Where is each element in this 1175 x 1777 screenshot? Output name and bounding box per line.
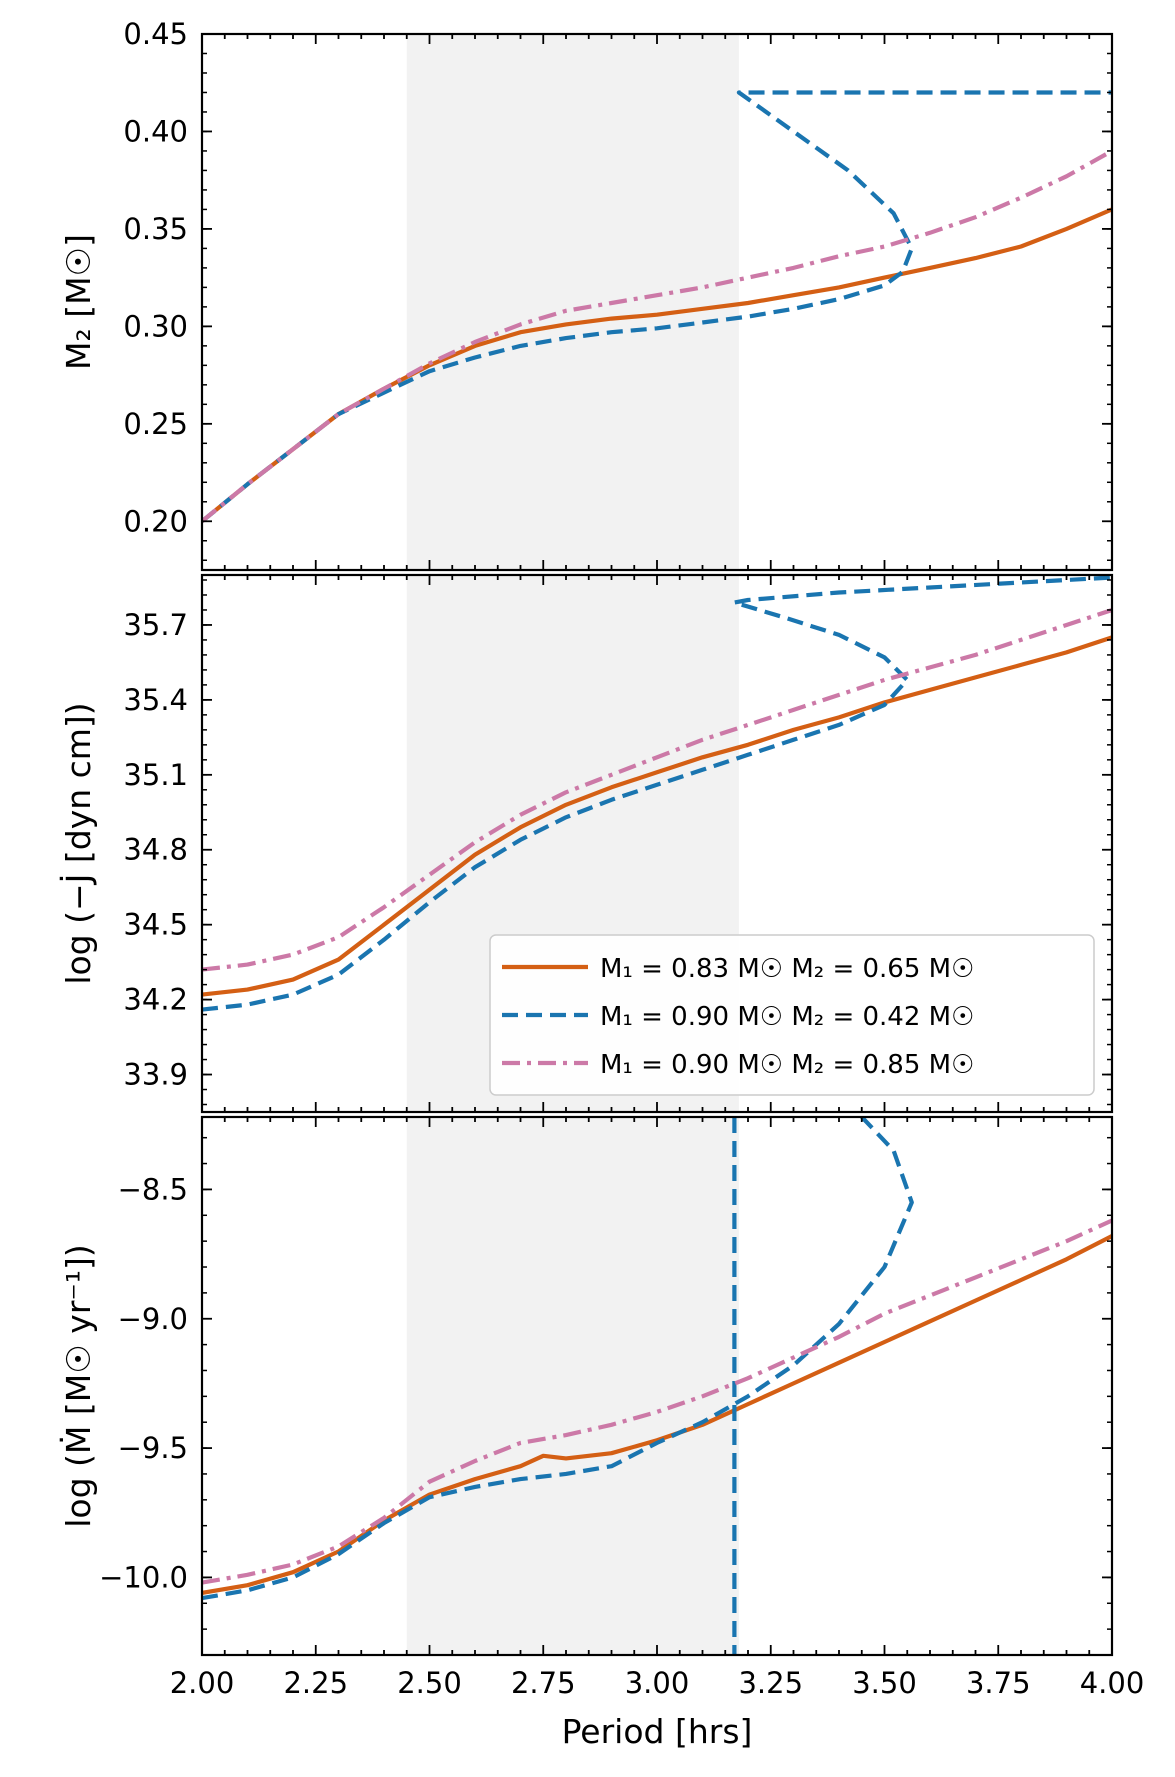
x-tick-label: 3.50 [852, 1666, 917, 1700]
y-tick-label: −9.0 [118, 1302, 188, 1336]
y-tick-label: 35.4 [123, 683, 188, 717]
series-line-solid [202, 1234, 1112, 1595]
y-tick-label: 0.45 [123, 17, 188, 51]
y-tick-label: 0.40 [123, 114, 188, 148]
panel-top: 0.20 0.25 0.30 0.35 0.40 0.45 M₂ [M☉] [59, 17, 1114, 572]
y-tick-label: 34.5 [123, 908, 188, 942]
x-tick-label: 3.25 [738, 1666, 803, 1700]
y-axis-label: log (Ṁ [M☉ yr⁻¹]) [59, 1244, 98, 1528]
y-tick-label: 33.9 [123, 1058, 188, 1092]
y-tick-label: −9.5 [118, 1431, 188, 1465]
panel-bottom: −10.0 −9.5 −9.0 −8.5 log (Ṁ [M☉ yr⁻¹]) 2.00 2.… [59, 1115, 1145, 1751]
x-tick-label: 3.00 [625, 1666, 690, 1700]
y-tick-label: 35.1 [123, 758, 188, 792]
x-tick-label: 2.75 [511, 1666, 576, 1700]
y-tick-label: 34.2 [123, 983, 188, 1017]
series-line-dashed [202, 1117, 914, 1601]
legend: M₁ = 0.83 M☉ M₂ = 0.65 M☉ M₁ = 0.90 M☉ M₂… [489, 934, 1095, 1096]
y-axis-label: M₂ [M☉] [59, 234, 98, 370]
x-tick-label: 2.25 [283, 1666, 348, 1700]
series-line-solid [202, 635, 1112, 997]
series-line-dashdot [202, 1218, 1112, 1585]
y-tick-label: −10.0 [99, 1560, 188, 1594]
x-tick-label: 4.00 [1080, 1666, 1145, 1700]
series-line-dashdot [202, 608, 1112, 972]
x-axis-label: Period [hrs] [562, 1712, 753, 1751]
y-tick-label: 34.8 [123, 833, 188, 867]
y-axis-label: log (−J̇ [dyn cm]) [59, 702, 98, 984]
shaded-band [406, 1117, 739, 1655]
y-tick-label: 0.30 [123, 309, 188, 343]
x-tick-label: 2.50 [397, 1666, 462, 1700]
legend-box [489, 934, 1095, 1096]
y-tick-label: 35.7 [123, 608, 188, 642]
series-line-dashdot [202, 149, 1112, 523]
series-line-dashed [202, 575, 1112, 1012]
x-tick-label: 3.75 [966, 1666, 1031, 1700]
legend-label: M₁ = 0.90 M☉ M₂ = 0.42 M☉ [600, 1002, 974, 1032]
series-line-dashed [202, 90, 1112, 523]
legend-label: M₁ = 0.90 M☉ M₂ = 0.85 M☉ [600, 1050, 974, 1080]
y-tick-label: 0.35 [123, 212, 188, 246]
y-tick-label: 0.25 [123, 407, 188, 441]
shaded-band [406, 34, 739, 570]
legend-label: M₁ = 0.83 M☉ M₂ = 0.65 M☉ [600, 954, 974, 984]
y-tick-label: −8.5 [118, 1172, 188, 1206]
x-tick-label: 2.00 [170, 1666, 235, 1700]
y-tick-label: 0.20 [123, 504, 188, 538]
